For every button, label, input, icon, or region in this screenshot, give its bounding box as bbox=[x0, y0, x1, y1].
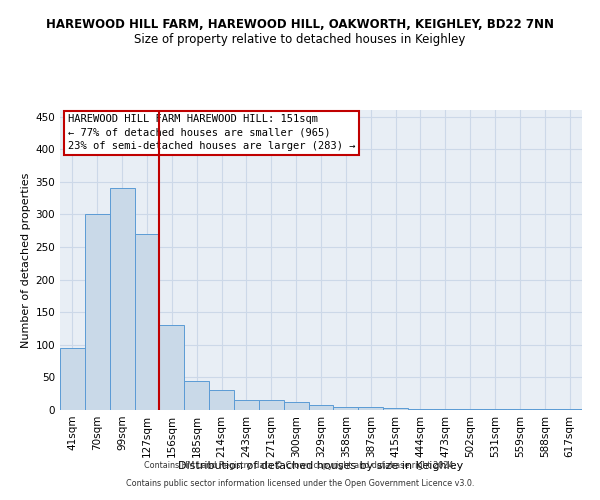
Bar bbox=[482, 408, 508, 410]
Text: Size of property relative to detached houses in Keighley: Size of property relative to detached ho… bbox=[134, 32, 466, 46]
Bar bbox=[433, 408, 458, 410]
X-axis label: Distribution of detached houses by size in Keighley: Distribution of detached houses by size … bbox=[178, 461, 464, 471]
Bar bbox=[184, 380, 209, 410]
Bar bbox=[85, 214, 110, 410]
Bar bbox=[557, 408, 582, 410]
Y-axis label: Number of detached properties: Number of detached properties bbox=[21, 172, 31, 348]
Bar bbox=[308, 405, 334, 410]
Bar bbox=[408, 408, 433, 410]
Bar bbox=[134, 234, 160, 410]
Bar bbox=[110, 188, 134, 410]
Bar bbox=[508, 408, 532, 410]
Text: HAREWOOD HILL FARM, HAREWOOD HILL, OAKWORTH, KEIGHLEY, BD22 7NN: HAREWOOD HILL FARM, HAREWOOD HILL, OAKWO… bbox=[46, 18, 554, 30]
Text: Contains public sector information licensed under the Open Government Licence v3: Contains public sector information licen… bbox=[126, 478, 474, 488]
Bar bbox=[259, 400, 284, 410]
Bar bbox=[383, 408, 408, 410]
Bar bbox=[234, 400, 259, 410]
Text: HAREWOOD HILL FARM HAREWOOD HILL: 151sqm
← 77% of detached houses are smaller (9: HAREWOOD HILL FARM HAREWOOD HILL: 151sqm… bbox=[68, 114, 355, 151]
Bar bbox=[160, 325, 184, 410]
Bar bbox=[358, 408, 383, 410]
Bar bbox=[532, 408, 557, 410]
Bar bbox=[209, 390, 234, 410]
Text: Contains HM Land Registry data © Crown copyright and database right 2024.: Contains HM Land Registry data © Crown c… bbox=[144, 461, 456, 470]
Bar bbox=[60, 348, 85, 410]
Bar bbox=[458, 408, 482, 410]
Bar bbox=[284, 402, 308, 410]
Bar bbox=[334, 406, 358, 410]
